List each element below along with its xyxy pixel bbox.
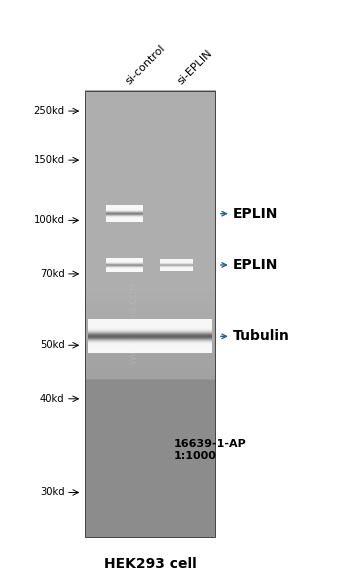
- Text: 150kd: 150kd: [33, 155, 65, 165]
- Text: si-control: si-control: [124, 43, 168, 86]
- Text: si-EPLIN: si-EPLIN: [176, 48, 215, 86]
- Text: 100kd: 100kd: [34, 215, 65, 225]
- Text: 250kd: 250kd: [33, 106, 65, 116]
- Text: EPLIN: EPLIN: [233, 207, 279, 221]
- Text: HEK293 cell: HEK293 cell: [104, 556, 196, 571]
- Text: 70kd: 70kd: [40, 269, 65, 279]
- Text: 30kd: 30kd: [40, 487, 65, 498]
- Text: 50kd: 50kd: [40, 340, 65, 350]
- Bar: [85, 91, 215, 537]
- Text: WWW.PTGAB.COM: WWW.PTGAB.COM: [130, 282, 139, 364]
- Text: 16639-1-AP
1:1000: 16639-1-AP 1:1000: [174, 439, 246, 461]
- Text: 40kd: 40kd: [40, 394, 65, 404]
- Text: Tubulin: Tubulin: [233, 329, 290, 343]
- Text: EPLIN: EPLIN: [233, 258, 279, 272]
